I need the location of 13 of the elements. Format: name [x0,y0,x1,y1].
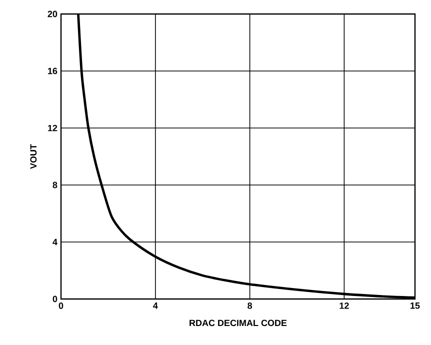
x-tick-label: 8 [248,302,252,309]
y-tick-label: 16 [48,68,58,74]
x-tick-label: 0 [58,302,64,309]
x-axis-title: RDAC DECIMAL CODE [190,320,287,326]
y-axis-title: VOUT [30,144,37,169]
x-tick-label: 12 [340,302,349,309]
y-tick-label: 8 [52,182,58,188]
x-tick-label: 15 [410,302,420,309]
x-tick-label: 4 [153,302,158,309]
y-tick-label: 0 [52,296,58,302]
y-tick-label: 20 [48,10,58,18]
y-tick-label: 4 [52,238,58,246]
y-tick-label: 12 [48,124,58,132]
